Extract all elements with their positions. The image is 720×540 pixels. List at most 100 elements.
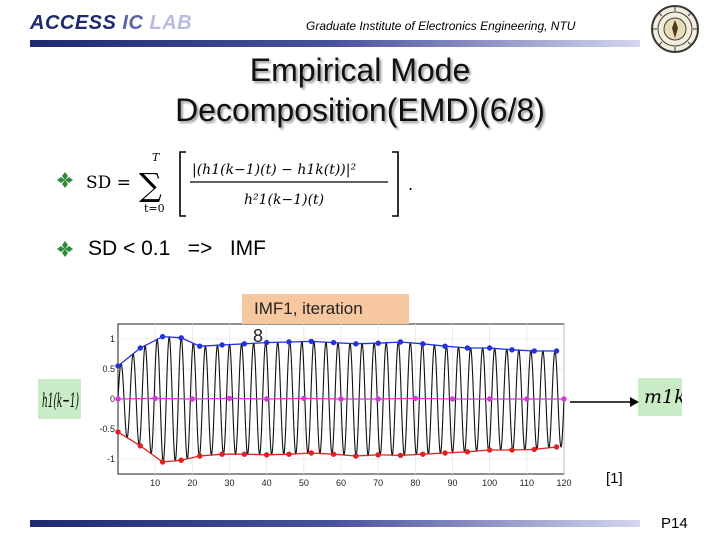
x-tick-label: 90	[447, 478, 457, 488]
upper-envelope-point	[375, 340, 381, 346]
upper-envelope-point	[178, 335, 184, 341]
x-tick-label: 100	[482, 478, 497, 488]
y-tick-label: -1	[107, 454, 115, 464]
mean-point	[189, 396, 196, 402]
lower-envelope-point	[241, 451, 248, 457]
upper-envelope-point	[241, 341, 248, 347]
mean-point	[412, 395, 419, 402]
x-tick-label: 20	[187, 478, 197, 488]
plot-series	[115, 333, 567, 465]
upper-envelope-point	[553, 348, 560, 354]
brand-word-ic: IC	[116, 12, 144, 34]
formula-numerator: |(h1(k−1)(t) − h1k(t))|²	[192, 162, 356, 178]
lower-envelope-point	[197, 453, 203, 459]
lower-envelope-point	[137, 443, 143, 449]
diamond-bullet-icon	[57, 241, 73, 257]
formula-lhs: SD =	[86, 173, 131, 193]
x-tick-label: 110	[520, 478, 534, 488]
upper-envelope-point	[159, 333, 166, 340]
arrow-right-icon	[570, 397, 639, 407]
upper-envelope-point	[219, 342, 225, 348]
x-tick-label: 80	[410, 478, 420, 488]
lower-envelope-point	[353, 453, 359, 459]
upper-envelope-point	[115, 363, 121, 369]
mean-point	[486, 396, 493, 402]
institute-name: Graduate Institute of Electronics Engine…	[306, 19, 576, 33]
formula-denominator: h²1(k−1)(t)	[244, 192, 324, 208]
lower-envelope-point	[420, 451, 426, 457]
mean-point	[263, 396, 270, 402]
diamond-bullet-icon	[57, 172, 73, 188]
mean-point	[561, 396, 567, 402]
mean-envelope-label: m1k	[638, 378, 682, 416]
axis-ticks: 10 20 30 40 50 60 70 80 90 100 110 120 1 0.5 0 -0.5 -1	[99, 334, 571, 488]
mean-point	[226, 395, 233, 402]
y-tick-label: 0.5	[102, 364, 115, 374]
x-tick-label: 10	[150, 478, 160, 488]
lower-envelope-point	[442, 450, 448, 456]
reference-citation: [1]	[606, 470, 623, 487]
lower-envelope-point	[178, 457, 184, 463]
y-tick-label: 1	[110, 334, 115, 344]
lower-envelope-point	[330, 451, 337, 457]
y-tick-label: -0.5	[99, 424, 115, 434]
x-tick-label: 70	[373, 478, 383, 488]
sum-lower-limit: t=0	[144, 202, 165, 215]
slide-title: Empirical Mode Decomposition(EMD)(6/8)	[0, 50, 720, 130]
mean-point	[152, 395, 158, 402]
lab-brand-logo: ACCESS IC LAB	[30, 12, 192, 35]
lower-envelope-point	[464, 449, 471, 455]
header-divider-bar	[30, 40, 640, 47]
lower-envelope-point	[486, 447, 493, 453]
lower-envelope-point	[286, 451, 292, 457]
formula-period: .	[408, 175, 413, 194]
upper-envelope-point	[420, 341, 426, 347]
mean-point	[449, 396, 456, 402]
upper-envelope-point	[442, 343, 448, 349]
right-bracket-icon	[392, 151, 399, 217]
sd-formula: SD = T ∑ t=0 |(h1(k−1)(t) − h1k(t))|² h²…	[86, 151, 413, 217]
upper-envelope-point	[531, 348, 537, 354]
brand-word-lab: LAB	[143, 12, 193, 34]
lower-envelope-point	[553, 444, 560, 450]
left-bracket-icon	[179, 151, 186, 217]
upper-envelope-point	[330, 339, 337, 346]
output-label-text: m1k	[644, 386, 682, 408]
upper-envelope-point	[137, 345, 143, 351]
x-tick-label: 120	[556, 478, 571, 488]
slide-title-line-1: Empirical Mode	[249, 52, 471, 88]
upper-envelope-point	[286, 339, 292, 345]
x-tick-label: 40	[262, 478, 272, 488]
mean-point	[115, 396, 121, 402]
lower-envelope-point	[159, 459, 166, 465]
upper-envelope-point	[509, 347, 515, 353]
slide-title-line-2: Decomposition(EMD)(6/8)	[175, 92, 545, 128]
upper-envelope-point	[486, 345, 493, 351]
upper-envelope-point	[353, 341, 359, 347]
lower-envelope-point	[115, 429, 121, 435]
figure-title: IMF1, iteration	[242, 294, 409, 324]
figure-title-continued: 8	[253, 326, 264, 346]
upper-envelope-point	[397, 339, 404, 345]
upper-envelope-point	[197, 343, 203, 349]
lower-envelope-point	[308, 450, 314, 456]
sum-upper-limit: T	[152, 151, 161, 164]
imf-iteration-chart: 10 20 30 40 50 60 70 80 90 100 110 120 1 0.5 0 -0.5 -1	[99, 323, 572, 488]
brand-word-access: ACCESS	[30, 12, 117, 34]
input-label-text: h1(k−1)	[42, 388, 79, 412]
y-tick-label: 0	[110, 394, 115, 404]
lower-envelope-point	[509, 447, 515, 453]
mean-point	[338, 396, 344, 402]
page-number: P14	[661, 515, 688, 532]
lower-envelope-point	[397, 452, 404, 459]
sd-threshold-rule: SD < 0.1 => IMF	[88, 237, 266, 260]
mean-point	[524, 396, 530, 402]
university-seal-icon	[651, 5, 699, 53]
lower-envelope-point	[531, 446, 537, 453]
lower-envelope-point	[375, 452, 381, 458]
sigma-icon: ∑	[139, 166, 162, 204]
upper-envelope-point	[263, 339, 270, 346]
lower-envelope-point	[263, 452, 270, 458]
mean-point	[301, 395, 307, 402]
upper-envelope-point	[464, 345, 471, 351]
